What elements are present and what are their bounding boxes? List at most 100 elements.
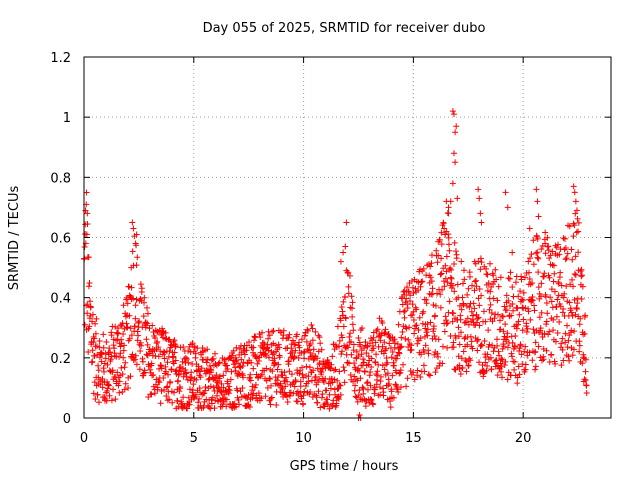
data-point [459, 280, 466, 287]
data-point [230, 361, 237, 368]
data-point [121, 386, 128, 393]
data-point [337, 382, 344, 389]
data-point [578, 295, 585, 302]
data-point [292, 341, 299, 348]
data-point [436, 362, 443, 369]
data-point [568, 246, 575, 253]
data-point [295, 354, 302, 361]
data-point [129, 219, 136, 226]
data-point [191, 395, 198, 402]
data-point [356, 411, 363, 418]
data-point [151, 390, 158, 397]
data-point [205, 376, 212, 383]
data-point [438, 241, 445, 248]
data-point [566, 299, 573, 306]
data-point [388, 354, 395, 361]
data-point [456, 302, 463, 309]
data-point [120, 354, 127, 361]
data-point [116, 389, 123, 396]
data-point [482, 359, 489, 366]
data-point [572, 198, 579, 205]
data-point [123, 324, 130, 331]
data-point [266, 354, 273, 361]
data-point [337, 391, 344, 398]
data-point [148, 360, 155, 367]
data-point [374, 326, 381, 333]
x-tick-label-1: 5 [190, 431, 198, 446]
data-point [268, 394, 275, 401]
data-point [448, 266, 455, 273]
data-point [534, 254, 541, 261]
data-point [368, 397, 375, 404]
data-point [140, 313, 147, 320]
data-point [309, 325, 316, 332]
data-point [89, 358, 96, 365]
data-point [566, 357, 573, 364]
data-point [415, 287, 422, 294]
data-point [149, 322, 156, 329]
data-point [155, 344, 162, 351]
data-point [317, 340, 324, 347]
data-point [449, 282, 456, 289]
data-point [362, 403, 369, 410]
data-point [117, 372, 124, 379]
data-point [520, 316, 527, 323]
data-point [473, 319, 480, 326]
data-point [309, 337, 316, 344]
x-tick-label-3: 15 [405, 431, 422, 446]
data-point [342, 243, 349, 250]
data-point [475, 314, 482, 321]
data-point [425, 350, 432, 357]
data-point [432, 302, 439, 309]
data-point [138, 342, 145, 349]
data-point [447, 274, 454, 281]
data-point [480, 308, 487, 315]
data-point [561, 290, 568, 297]
data-point [553, 303, 560, 310]
data-point [190, 381, 197, 388]
data-point [460, 301, 467, 308]
data-point [535, 213, 542, 220]
data-point [224, 380, 231, 387]
data-point [546, 328, 553, 335]
data-point [478, 292, 485, 299]
data-point [468, 308, 475, 315]
data-point [305, 347, 312, 354]
data-point [168, 341, 175, 348]
data-point [402, 335, 409, 342]
data-point [108, 332, 115, 339]
data-point [498, 368, 505, 375]
data-point [121, 364, 128, 371]
data-point [537, 327, 544, 334]
data-point [374, 368, 381, 375]
data-point [143, 304, 150, 311]
data-point [223, 362, 230, 369]
data-point [112, 396, 119, 403]
data-point [235, 370, 242, 377]
data-point [546, 255, 553, 262]
data-point [557, 269, 564, 276]
data-point [574, 300, 581, 307]
data-point [450, 344, 457, 351]
data-point [136, 318, 143, 325]
data-point [133, 262, 140, 269]
data-point [223, 403, 230, 410]
data-point [565, 337, 572, 344]
data-point [94, 391, 101, 398]
data-point [241, 351, 248, 358]
data-point [523, 329, 530, 336]
data-point [329, 379, 336, 386]
data-point [516, 371, 523, 378]
data-point [450, 310, 457, 317]
data-point [526, 276, 533, 283]
data-point [582, 377, 589, 384]
y-tick-label-1: 0.2 [50, 352, 71, 367]
data-point [132, 352, 139, 359]
data-point [98, 350, 105, 357]
data-point [340, 298, 347, 305]
data-point [548, 298, 555, 305]
data-point [232, 367, 239, 374]
data-point [233, 344, 240, 351]
data-point [164, 397, 171, 404]
data-point [338, 350, 345, 357]
